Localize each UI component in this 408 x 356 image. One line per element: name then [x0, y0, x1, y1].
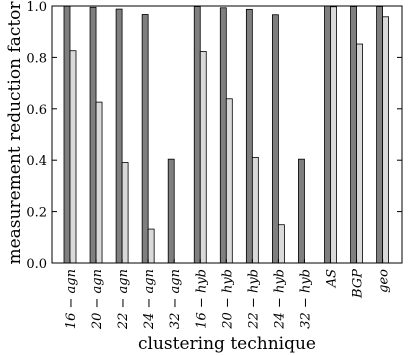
- bar-series-1-cat-4: [141, 14, 149, 264]
- x-tick-label: 24 − hyb: [272, 269, 287, 330]
- y-tick-label: 0.6: [26, 103, 47, 118]
- y-axis-title: measurement reduction factor: [5, 1, 25, 265]
- x-tick-label: 32 − agn: [168, 269, 183, 329]
- x-tick-label: BGP: [351, 269, 366, 299]
- bar-series-1-cat-2: [89, 6, 97, 264]
- bar-series-2-cat-7: [225, 98, 233, 264]
- x-axis: 16 − agn 20 − agn 22 − agn 24 − agn 32 − agn…: [64, 259, 392, 330]
- y-tick-label: 0.2: [26, 206, 47, 221]
- bar-series-2-cat-12: [356, 43, 363, 264]
- bar-series-1-cat-3: [115, 8, 123, 264]
- y-axis: 0.0 0.2 0.4 0.6 0.8 1.0: [26, 0, 402, 272]
- x-tick-label: 24 − agn: [142, 269, 157, 330]
- bar-series-1-cat-8: [245, 8, 253, 264]
- bar-series-1-cat-9: [271, 14, 279, 264]
- x-tick-label: geo: [377, 269, 392, 293]
- bars-group: [63, 5, 390, 264]
- bar-series-1-cat-6: [193, 6, 201, 264]
- bar-series-2-cat-6: [199, 51, 207, 264]
- bar-series-2-cat-3: [121, 162, 129, 264]
- y-tick-label: 0.4: [26, 154, 47, 169]
- bar-series-1-cat-7: [219, 7, 227, 264]
- x-tick-label: 16 − agn: [64, 269, 79, 329]
- bar-series-2-cat-9: [277, 224, 285, 264]
- bar-series-1-cat-10: [298, 158, 305, 264]
- bar-series-1-cat-5: [167, 158, 175, 264]
- y-tick-label: 0.0: [26, 257, 47, 272]
- bar-series-2-cat-13: [382, 16, 390, 264]
- bar-series-1-cat-11: [324, 5, 331, 264]
- x-axis-title: clustering technique: [138, 334, 316, 354]
- x-tick-label: 22 − hyb: [246, 269, 261, 330]
- plot-frame: [51, 5, 403, 264]
- bar-series-1-cat-1: [63, 5, 71, 264]
- x-tick-label: AS: [325, 269, 340, 288]
- bar-series-2-cat-1: [69, 50, 77, 264]
- x-tick-label: 20 − agn: [90, 269, 105, 330]
- x-tick-label: 32 − hyb: [298, 269, 313, 329]
- bar-series-2-cat-11: [330, 6, 337, 264]
- bar-series-2-cat-4: [147, 228, 155, 264]
- bar-series-2-cat-8: [251, 156, 259, 264]
- x-tick-label: 16 − hyb: [194, 269, 209, 329]
- x-tick-label: 20 − hyb: [220, 269, 235, 330]
- bar-series-2-cat-2: [95, 101, 103, 264]
- bar-series-1-cat-12: [350, 6, 357, 264]
- x-tick-label: 22 − agn: [116, 269, 131, 330]
- y-tick-label: 0.8: [26, 51, 47, 66]
- bar-series-1-cat-13: [376, 6, 384, 264]
- y-tick-label: 1.0: [26, 0, 47, 15]
